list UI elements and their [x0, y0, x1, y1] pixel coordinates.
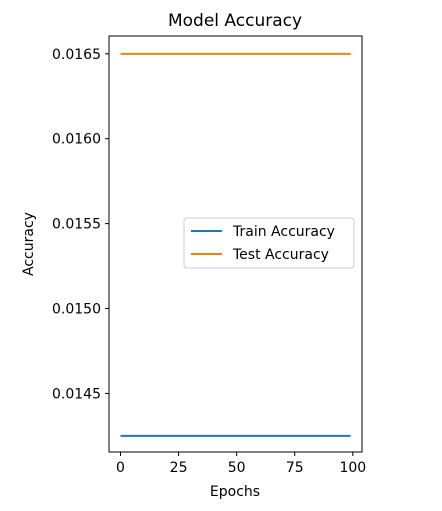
- x-tick-label: 25: [170, 460, 188, 476]
- legend-box: [183, 217, 355, 269]
- y-tick-label: 0.0165: [52, 47, 101, 63]
- y-tick-label: 0.0155: [52, 217, 101, 233]
- x-axis: 0 25 50 75 100: [116, 452, 366, 476]
- legend: Train Accuracy Test Accuracy: [183, 217, 355, 269]
- y-tick-label: 0.0160: [52, 132, 101, 148]
- x-tick-label: 50: [228, 460, 246, 476]
- y-tick-label: 0.0145: [52, 386, 101, 402]
- plot-area: [108, 35, 363, 453]
- y-axis: 0.0145 0.0150 0.0155 0.0160 0.0165: [52, 47, 109, 402]
- legend-label-train-accuracy: Train Accuracy: [232, 224, 335, 240]
- legend-label-test-accuracy: Test Accuracy: [232, 247, 329, 263]
- chart-title: Model Accuracy: [168, 11, 302, 31]
- series-layer: [120, 52, 351, 437]
- x-tick-label: 100: [339, 460, 366, 476]
- plot-frame: [108, 35, 363, 453]
- x-tick-label: 75: [286, 460, 304, 476]
- y-tick-label: 0.0150: [52, 302, 101, 318]
- y-axis-label: Accuracy: [21, 212, 37, 276]
- x-tick-label: 0: [116, 460, 125, 476]
- x-axis-label: Epochs: [210, 484, 260, 500]
